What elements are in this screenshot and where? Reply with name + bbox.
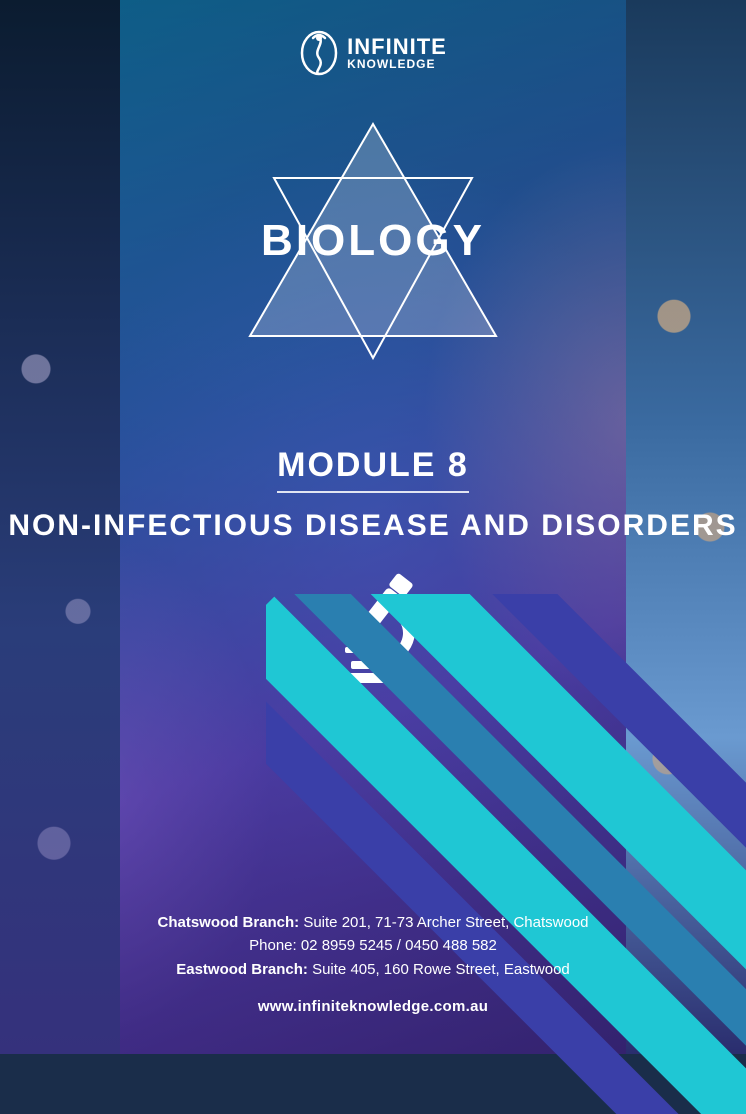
branch2-label: Eastwood Branch:: [176, 961, 308, 978]
brand-logo: INFINITE KNOWLEDGE: [299, 30, 447, 76]
footer-contact-block: Chatswood Branch: Suite 201, 71-73 Arche…: [0, 911, 746, 1018]
phone-number: 02 8959 5245 / 0450 488 582: [301, 937, 497, 954]
branch1-label: Chatswood Branch:: [157, 914, 299, 931]
branch2-line: Eastwood Branch: Suite 405, 160 Rowe Str…: [0, 958, 746, 981]
branch2-address: Suite 405, 160 Rowe Street, Eastwood: [308, 961, 570, 978]
branch1-line: Chatswood Branch: Suite 201, 71-73 Arche…: [0, 911, 746, 934]
module-number: MODULE 8: [277, 446, 469, 493]
logo-text-line1: INFINITE: [347, 36, 447, 58]
module-heading-block: MODULE 8 NON-INFECTIOUS DISEASE AND DISO…: [8, 446, 737, 545]
phone-line: Phone: 02 8959 5245 / 0450 488 582: [0, 934, 746, 957]
logo-mark-icon: [299, 30, 339, 76]
logo-text-line2: KNOWLEDGE: [347, 58, 447, 70]
subject-title: BIOLOGY: [261, 216, 485, 266]
diagonal-stripes-decoration: [266, 594, 746, 1114]
phone-label: Phone:: [249, 937, 301, 954]
subject-triangle: BIOLOGY: [238, 116, 508, 366]
branch1-address: Suite 201, 71-73 Archer Street, Chatswoo…: [299, 914, 588, 931]
website-url: www.infiniteknowledge.com.au: [0, 995, 746, 1018]
module-title: NON-INFECTIOUS DISEASE AND DISORDERS: [8, 507, 737, 545]
